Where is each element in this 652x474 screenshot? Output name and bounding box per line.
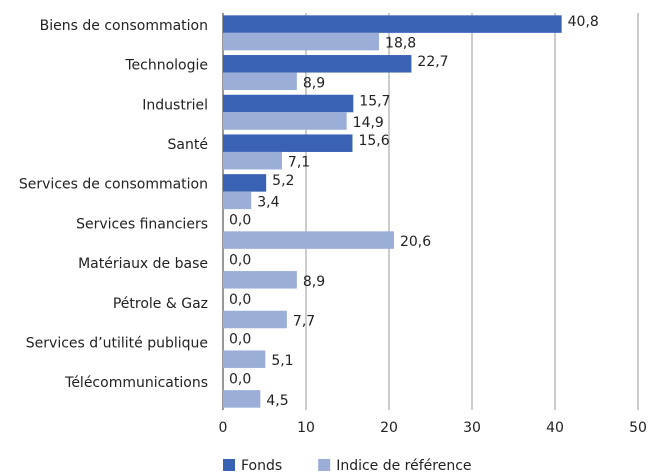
y-tick-label: Santé bbox=[168, 137, 208, 153]
bar bbox=[223, 32, 380, 51]
bar bbox=[223, 191, 252, 210]
data-label: 7,1 bbox=[288, 155, 310, 171]
bar bbox=[223, 231, 394, 249]
bar bbox=[223, 94, 354, 113]
y-tick-label: Matériaux de base bbox=[78, 256, 208, 272]
y-tick-label: Biens de consommation bbox=[40, 18, 208, 34]
y-tick-label: Services d’utilité publique bbox=[26, 335, 208, 351]
data-label: 5,1 bbox=[271, 353, 293, 369]
data-label: 20,6 bbox=[400, 234, 431, 250]
x-tick-label: 50 bbox=[629, 420, 647, 436]
legend-label: Fonds bbox=[241, 458, 282, 474]
data-label: 14,9 bbox=[353, 115, 384, 131]
data-label: 0,0 bbox=[229, 371, 251, 387]
bar bbox=[223, 72, 297, 91]
x-tick-label: 30 bbox=[463, 420, 481, 436]
y-tick-label: Télécommunications bbox=[64, 375, 208, 391]
data-label: 0,0 bbox=[229, 213, 251, 229]
data-label: 5,2 bbox=[272, 173, 294, 189]
data-label: 0,0 bbox=[229, 292, 251, 308]
bar bbox=[223, 112, 347, 130]
data-label: 8,9 bbox=[303, 274, 325, 290]
y-tick-label: Technologie bbox=[124, 58, 208, 74]
x-tick-label: 0 bbox=[219, 420, 228, 436]
legend-swatch bbox=[318, 459, 331, 471]
x-tick-label: 10 bbox=[297, 420, 315, 436]
x-tick-label: 20 bbox=[380, 420, 398, 436]
data-label: 0,0 bbox=[229, 252, 251, 268]
data-label: 7,7 bbox=[293, 314, 315, 330]
y-tick-label: Services financiers bbox=[76, 216, 208, 232]
data-label: 18,8 bbox=[385, 36, 416, 52]
data-label: 3,4 bbox=[257, 194, 279, 210]
y-tick-label: Services de consommation bbox=[19, 177, 208, 193]
bar bbox=[223, 174, 267, 192]
bar bbox=[223, 15, 562, 33]
data-label: 15,6 bbox=[358, 133, 389, 149]
data-label: 40,8 bbox=[568, 14, 599, 30]
legend-swatch bbox=[223, 459, 235, 471]
bar bbox=[223, 271, 297, 289]
data-label: 15,7 bbox=[359, 94, 390, 110]
y-tick-label: Pétrole & Gaz bbox=[113, 296, 208, 312]
y-tick-label: Industriel bbox=[142, 97, 208, 113]
bar bbox=[223, 55, 412, 73]
legend-label: Indice de référence bbox=[336, 458, 471, 474]
data-label: 4,5 bbox=[266, 393, 288, 409]
bar bbox=[223, 390, 261, 408]
bar bbox=[223, 310, 287, 329]
bar bbox=[223, 134, 353, 152]
bar bbox=[223, 350, 266, 368]
data-label: 8,9 bbox=[303, 75, 325, 91]
x-tick-label: 40 bbox=[546, 420, 564, 436]
bar bbox=[223, 151, 282, 170]
data-label: 22,7 bbox=[417, 54, 448, 70]
data-label: 0,0 bbox=[229, 332, 251, 348]
